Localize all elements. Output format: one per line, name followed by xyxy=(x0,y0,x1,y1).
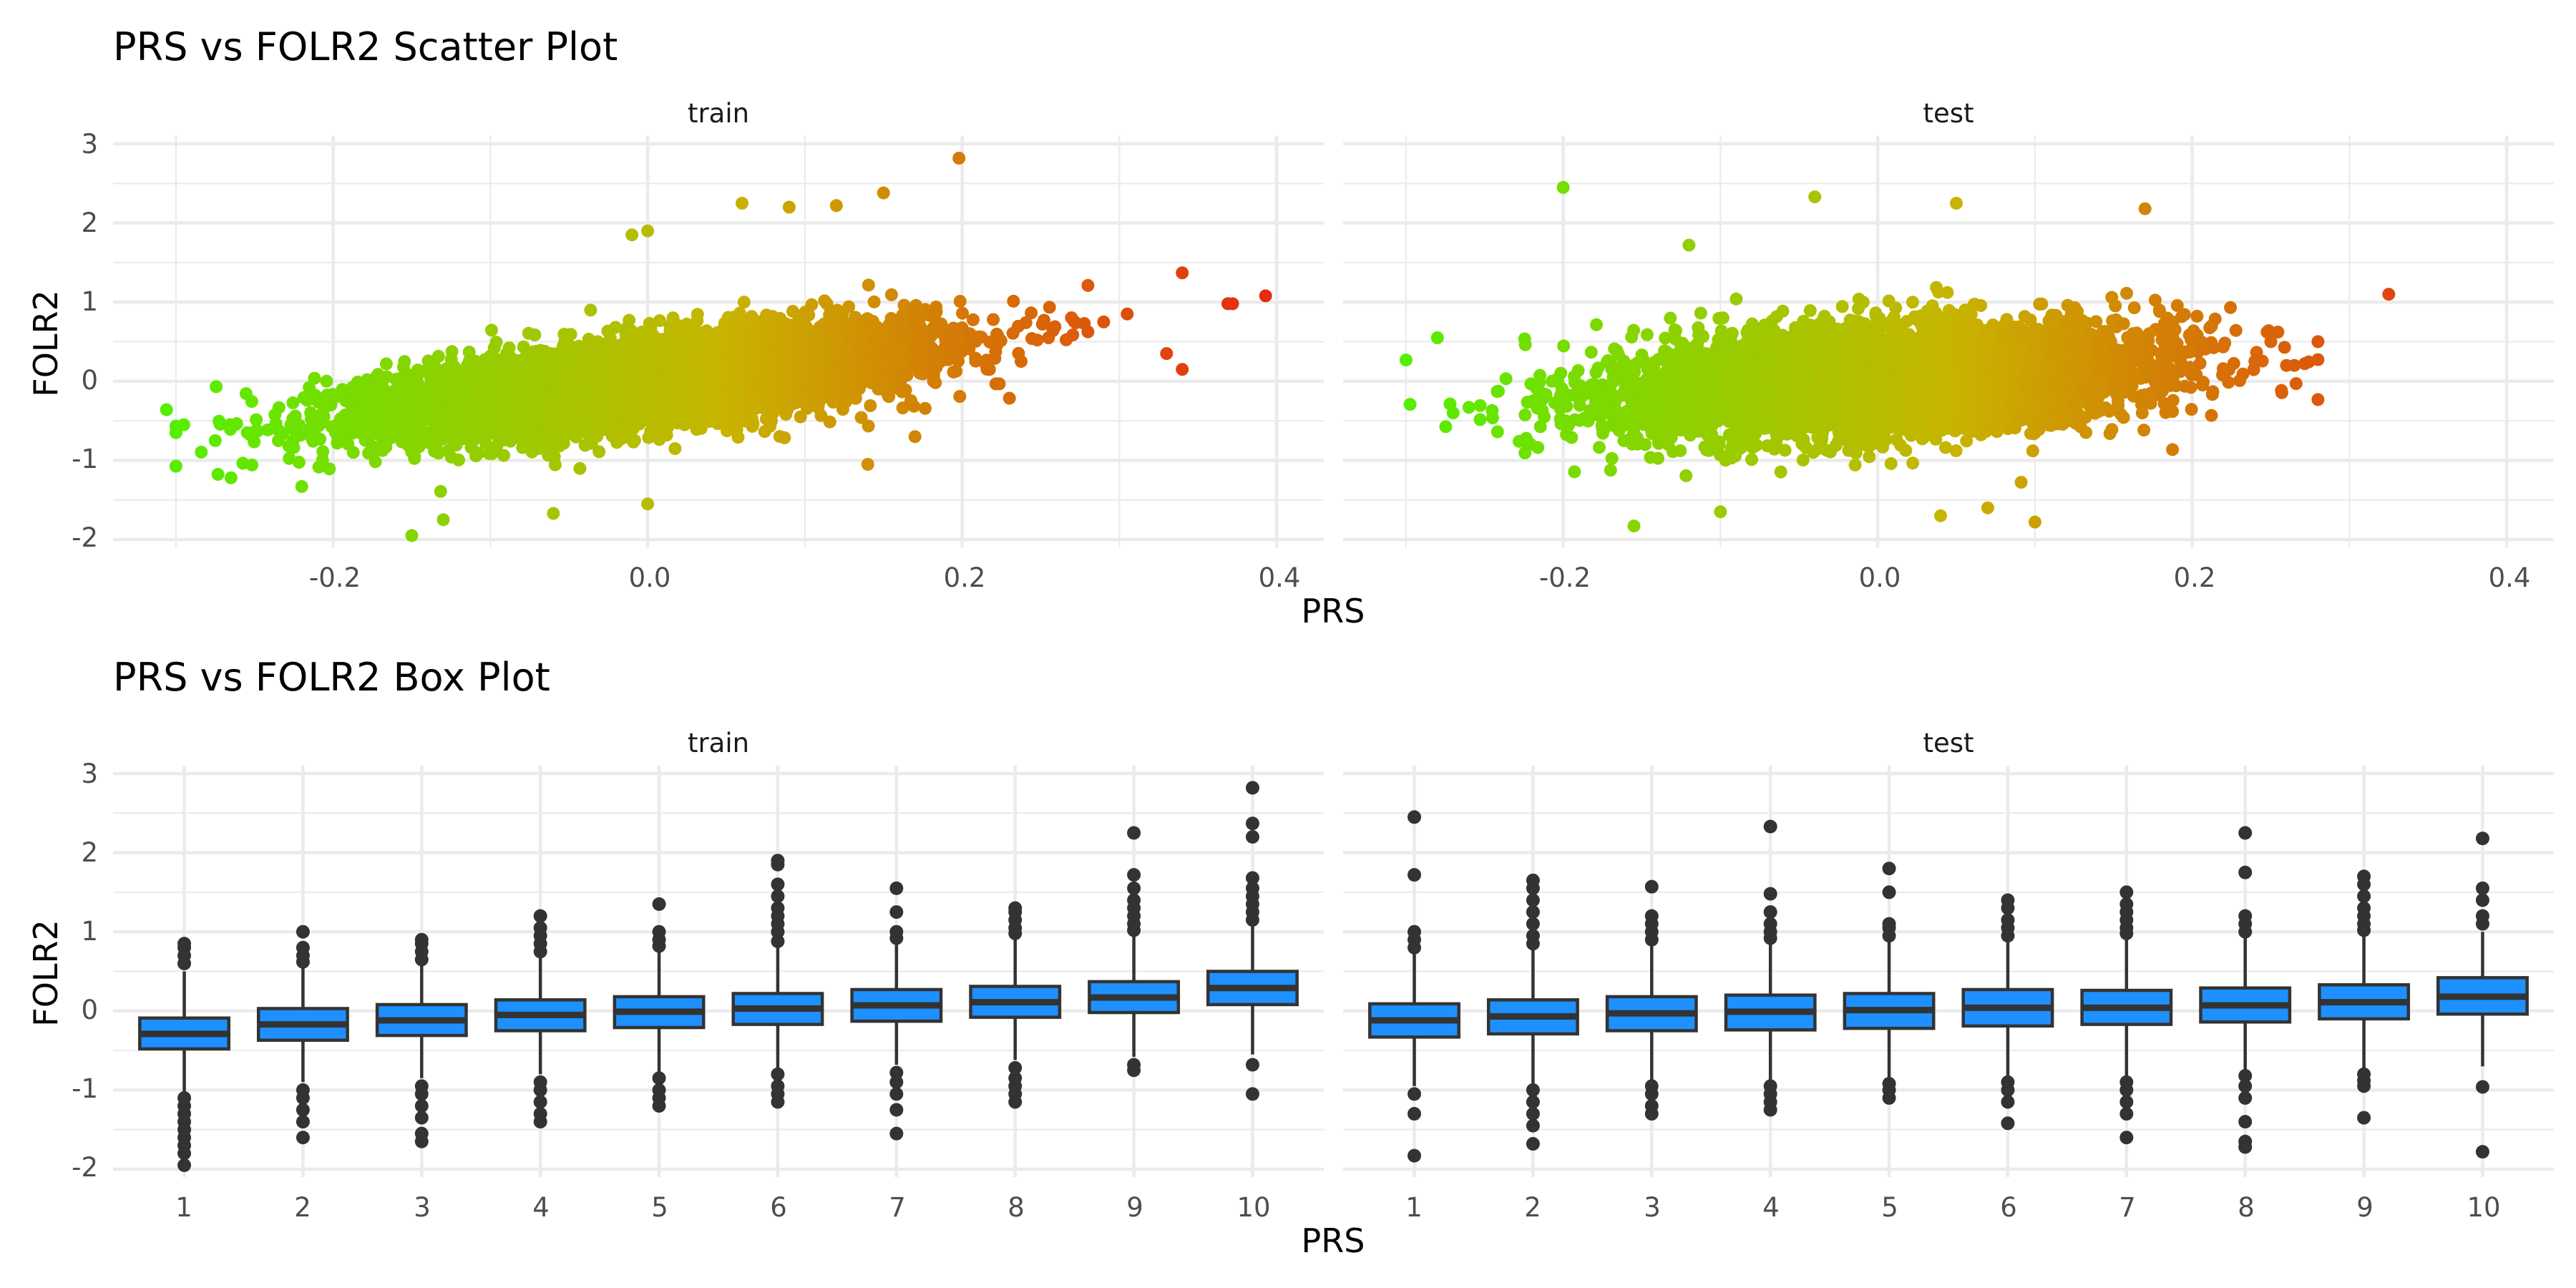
scatter-point xyxy=(489,336,503,349)
scatter-point xyxy=(169,459,182,473)
scatter-point xyxy=(236,457,250,470)
scatter-point xyxy=(308,371,321,385)
scatter-point xyxy=(953,390,967,403)
scatter-point xyxy=(398,355,411,369)
scatter-point xyxy=(1043,301,1056,314)
scatter-point xyxy=(210,380,223,394)
scatter-point xyxy=(966,313,980,326)
scatter-point xyxy=(759,412,773,426)
scatter-point xyxy=(854,411,868,424)
scatter-point xyxy=(408,449,421,463)
scatter-point xyxy=(691,308,704,321)
scatter-point xyxy=(884,288,898,301)
scatter-point xyxy=(369,455,382,469)
scatter-point xyxy=(331,436,344,450)
scatter-point xyxy=(564,328,577,341)
scatter-point xyxy=(758,425,771,439)
scatter-point xyxy=(557,436,570,450)
scatter-point xyxy=(601,324,615,338)
scatter-point xyxy=(573,462,587,475)
scatter-point xyxy=(379,357,393,371)
scatter-point xyxy=(304,406,318,419)
scatter-point xyxy=(1081,278,1095,292)
scatter-point xyxy=(982,363,996,376)
scatter-point xyxy=(213,417,227,431)
scatter-point xyxy=(211,467,225,481)
scatter-point xyxy=(623,313,636,327)
scatter-point xyxy=(737,296,751,309)
scatter-point xyxy=(909,298,923,312)
scatter-point xyxy=(292,456,306,469)
scatter-point xyxy=(434,484,447,498)
scatter-point xyxy=(584,336,597,349)
scatter-point xyxy=(668,441,682,455)
box-gridlines xyxy=(113,766,2554,1177)
scatter-point xyxy=(918,401,932,415)
scatter-point xyxy=(286,396,300,409)
scatter-point xyxy=(195,445,208,459)
scatter-point xyxy=(1025,332,1038,346)
scatter-point xyxy=(316,454,329,467)
scatter-point xyxy=(867,295,881,308)
scatter-points xyxy=(160,152,2396,542)
scatter-point xyxy=(245,395,258,409)
scatter-point xyxy=(1015,355,1028,368)
scatter-point xyxy=(862,278,875,292)
scatter-point xyxy=(660,429,673,441)
scatter-point xyxy=(1048,320,1062,333)
